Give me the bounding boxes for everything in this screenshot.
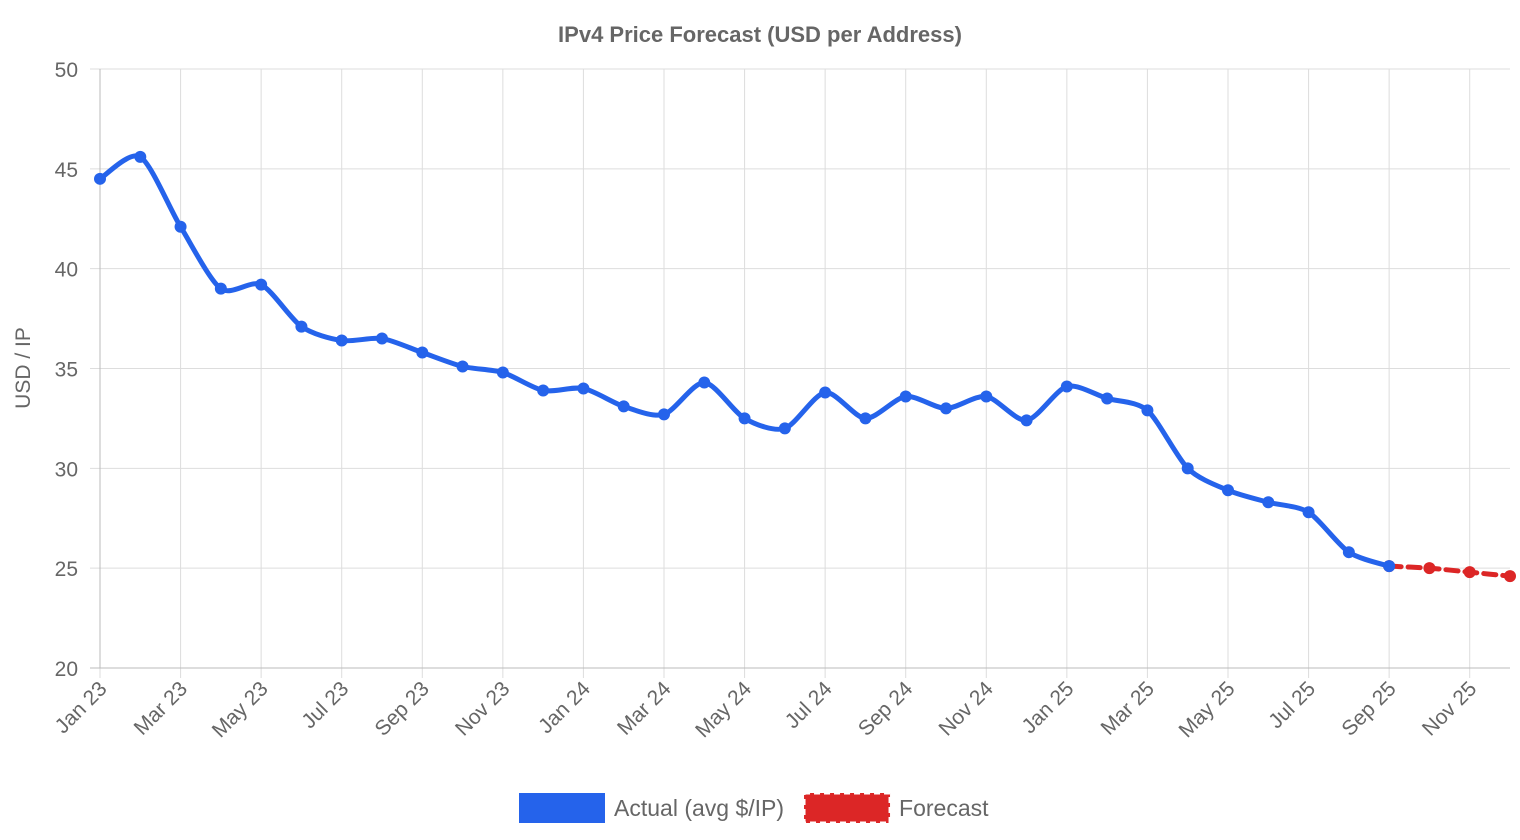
data-point: [617, 400, 630, 413]
data-point: [1262, 496, 1275, 509]
data-point: [376, 332, 388, 345]
data-point: [658, 408, 670, 421]
y-tick-label: 20: [55, 658, 78, 681]
data-point: [1141, 404, 1154, 417]
data-point: [416, 346, 429, 359]
data-point: [335, 334, 348, 347]
x-tick-label: Jul 23: [297, 677, 353, 733]
data-point: [1342, 546, 1355, 559]
y-tick-label: 25: [55, 558, 78, 581]
data-point: [1302, 506, 1315, 519]
y-tick-label: 30: [55, 458, 78, 481]
x-tick-label: May 25: [1175, 677, 1240, 742]
data-point: [174, 220, 187, 233]
x-tick-label: May 24: [691, 677, 756, 742]
x-tick-label: Jan 24: [534, 677, 595, 738]
series-line: [1386, 563, 1513, 579]
data-point: [1181, 462, 1194, 475]
x-tick-label: Sep 25: [1337, 677, 1400, 740]
chart-title: IPv4 Price Forecast (USD per Address): [558, 22, 962, 47]
data-point: [496, 366, 509, 379]
data-point: [456, 360, 469, 373]
x-tick-label: Nov 25: [1418, 677, 1481, 740]
data-point: [214, 282, 227, 295]
data-point: [859, 412, 872, 425]
x-tick-label: Jul 25: [1264, 677, 1320, 733]
data-point: [738, 412, 751, 425]
data-point: [940, 402, 952, 415]
data-point: [537, 384, 550, 397]
data-point: [899, 390, 912, 403]
data-point: [980, 390, 993, 403]
legend-label: Actual (avg $/IP): [614, 795, 784, 821]
data-point: [134, 150, 147, 163]
x-tick-label: Jan 23: [51, 677, 112, 738]
data-point: [1020, 414, 1033, 427]
data-point: [295, 320, 308, 333]
data-point: [1383, 560, 1396, 573]
y-tick-label: 35: [55, 359, 78, 382]
data-point: [778, 422, 791, 435]
data-point: [819, 386, 832, 399]
x-tick-label: Mar 25: [1096, 677, 1158, 739]
legend-swatch: [802, 791, 892, 825]
x-tick-label: Sep 24: [854, 677, 918, 741]
data-point: [1222, 484, 1234, 497]
y-tick-label: 40: [55, 259, 78, 282]
data-point: [1504, 570, 1516, 583]
x-tick-label: Nov 24: [935, 677, 999, 741]
x-tick-label: Mar 23: [130, 677, 192, 739]
y-tick-label: 50: [55, 59, 78, 82]
x-tick-label: Sep 23: [370, 677, 433, 740]
x-tick-label: Nov 23: [451, 677, 514, 740]
legend-label: Forecast: [899, 795, 989, 821]
x-tick-label: Jul 24: [781, 677, 837, 733]
y-tick-label: 45: [55, 159, 78, 182]
x-tick-label: Mar 24: [613, 677, 676, 740]
data-point: [255, 278, 268, 291]
data-point: [1423, 562, 1436, 575]
x-tick-label: Jan 25: [1018, 677, 1079, 738]
x-tick-label: May 23: [208, 677, 273, 742]
legend-swatch: [519, 793, 605, 823]
data-point: [94, 172, 106, 185]
data-point: [577, 382, 590, 395]
y-axis-label: USD / IP: [12, 327, 35, 409]
data-point: [1060, 380, 1073, 393]
data-point: [1101, 392, 1114, 405]
data-point: [1463, 566, 1476, 579]
data-point: [698, 376, 711, 389]
